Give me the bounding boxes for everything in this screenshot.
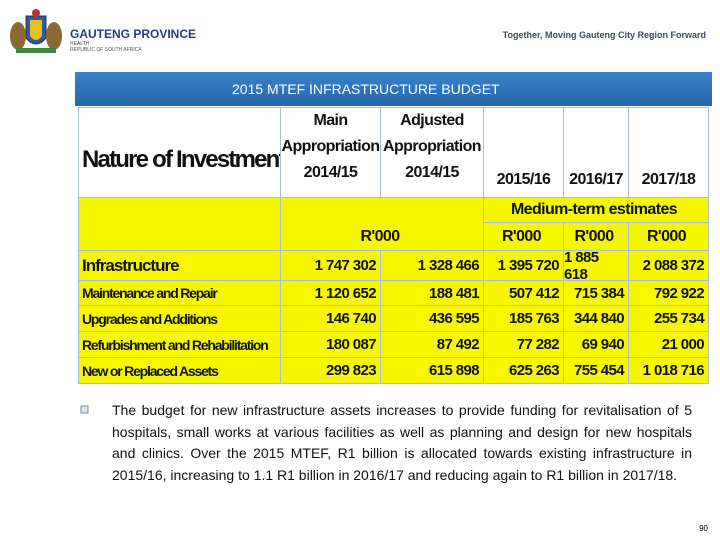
column-header: Adjusted Appropriation 2014/15 [380,107,484,198]
value: 77 282 [483,331,564,358]
units: R'000 [628,222,709,251]
column-header-line: Appropriation [281,138,381,155]
country-name: REPUBLIC OF SOUTH AFRICA [70,47,142,53]
column-header-line: Main [313,112,348,129]
column-header-line: 2017/18 [641,171,696,188]
column-header: 2016/17 [563,107,629,198]
tagline: Together, Moving Gauteng City Region For… [502,30,706,40]
row-label: Maintenance and Repair [78,280,281,306]
column-header-line: 2014/15 [303,164,358,181]
column-header-line: 2014/15 [405,164,459,181]
units-merged: R'000 [280,197,484,251]
value: 625 263 [483,357,564,384]
value: 436 595 [380,305,484,332]
column-header: 2017/18 [628,107,709,198]
value: 1 120 652 [280,280,381,306]
row-label: Infrastructure [78,250,281,281]
label-spacer [78,197,281,251]
units: R'000 [563,222,629,251]
label-header: Nature of Investment [78,107,287,198]
value: 1 018 716 [628,357,709,384]
value: 2 088 372 [628,250,709,281]
value: 185 763 [483,305,564,332]
value: 715 384 [563,280,629,306]
column-header-line: 2016/17 [569,171,623,188]
value: 21 000 [628,331,709,358]
column-header: Main Appropriation 2014/15 [280,107,381,198]
row-label: Refurbishment and Rehabilitation [78,331,281,358]
value: 507 412 [483,280,564,306]
units: R'000 [483,222,564,251]
value: 1 328 466 [380,250,484,281]
column-header-line: Appropriation [383,138,482,155]
bullet-text: The budget for new infrastructure assets… [112,402,692,483]
value: 299 823 [280,357,381,384]
column-header-line: Adjusted [400,112,464,129]
dept-name: HEALTH [70,41,90,47]
title-bar: 2015 MTEF INFRASTRUCTURE BUDGET [75,72,712,106]
logo-crest [10,9,62,53]
value: 1 747 302 [280,250,381,281]
bullet-icon [80,405,89,414]
value: 69 940 [563,331,629,358]
value: 146 740 [280,305,381,332]
medium-term-header: Medium-term estimates [483,197,709,223]
value: 344 840 [563,305,629,332]
value: 1 885 618 [563,249,629,283]
row-label: Upgrades and Additions [78,305,281,332]
value: 188 481 [380,280,484,306]
value: 1 395 720 [483,250,564,281]
column-header: 2015/16 [483,107,564,198]
column-header-line: 2015/16 [496,171,551,188]
value: 255 734 [628,305,709,332]
row-label: New or Replaced Assets [78,357,281,384]
value: 615 898 [380,357,484,384]
page-number: 90 [699,524,708,533]
title: 2015 MTEF INFRASTRUCTURE BUDGET [232,81,500,97]
org-name: GAUTENG PROVINCE [70,27,197,41]
value: 755 454 [563,357,629,384]
value: 792 922 [628,280,709,306]
value: 180 087 [280,331,381,358]
value: 87 492 [380,331,484,358]
